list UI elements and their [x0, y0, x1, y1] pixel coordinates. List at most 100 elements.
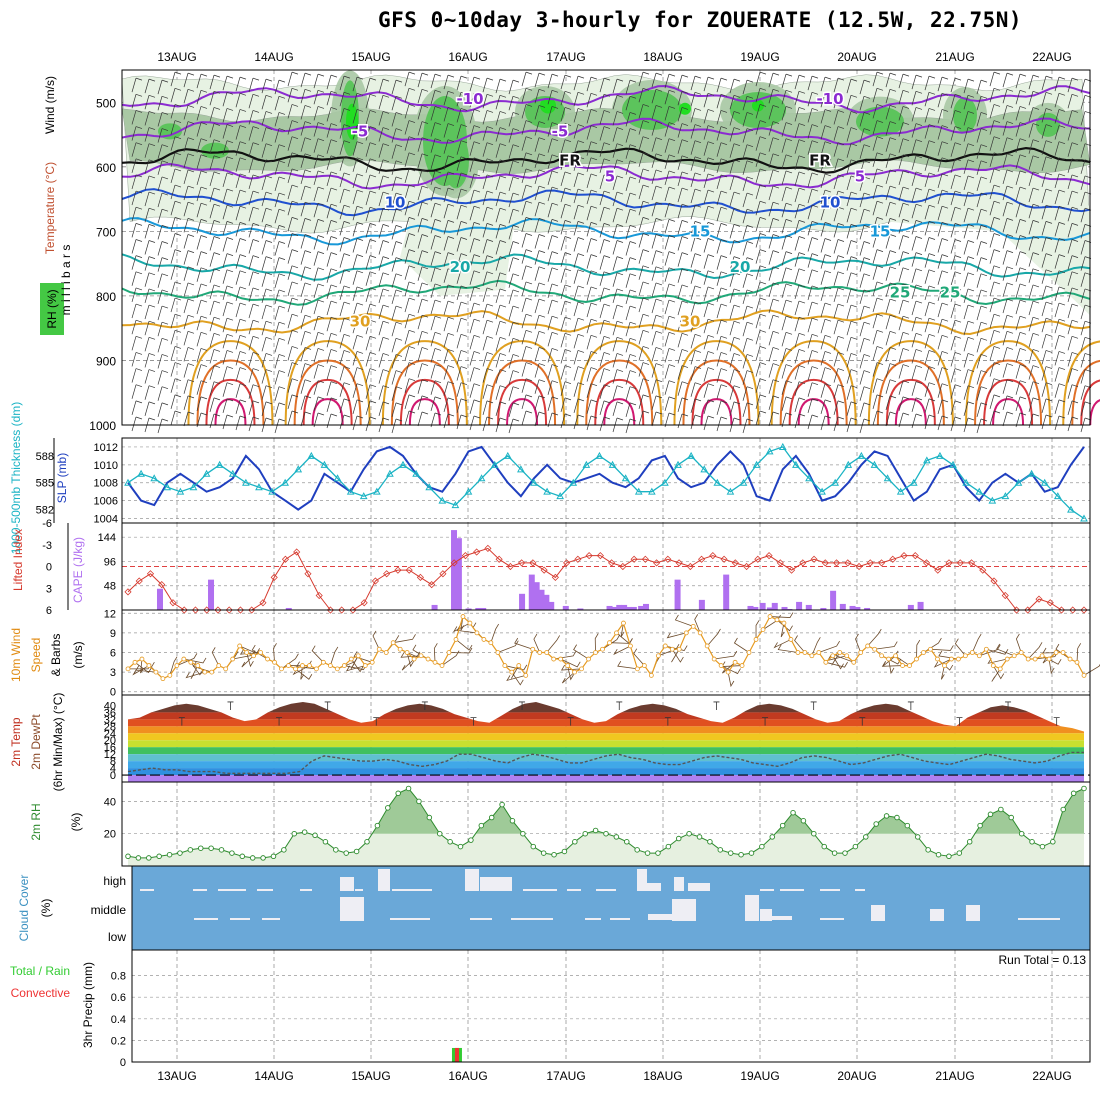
wind-speed-marker	[844, 653, 850, 659]
wind-barb	[599, 174, 611, 190]
wind-barb	[950, 93, 962, 109]
thickness-marker	[936, 451, 944, 459]
wind-barb	[170, 281, 182, 297]
wind-barb	[820, 222, 832, 237]
thickness-marker	[857, 451, 866, 459]
wind-barb	[300, 395, 312, 410]
wind-barb	[1028, 74, 1040, 90]
wind-barb	[742, 160, 754, 175]
wind-barb	[898, 186, 910, 202]
date-label-bottom: 17AUG	[546, 1069, 585, 1083]
wind-barb	[1028, 171, 1040, 187]
wind-speed-marker	[942, 663, 947, 668]
wind-barb	[807, 333, 819, 349]
lifted-index-marker	[473, 548, 481, 556]
wind-barb	[963, 94, 975, 110]
wind-barb	[560, 203, 572, 219]
wind-barb	[196, 186, 208, 202]
wind-barb	[911, 349, 923, 364]
wind-barb	[937, 334, 949, 350]
wind-barb	[547, 315, 559, 331]
wind-speed-marker	[879, 653, 885, 659]
wind-barb	[274, 112, 286, 127]
wind-barb	[404, 168, 416, 184]
wind-speed-marker	[223, 666, 229, 672]
cloud-bar	[698, 883, 710, 891]
wind-barb	[612, 94, 624, 110]
wind-barb	[1041, 414, 1053, 430]
wind-barb	[222, 414, 234, 430]
wind-barb	[898, 138, 910, 153]
wind-barb	[378, 401, 390, 416]
wind-barb	[846, 304, 858, 320]
rh-marker	[281, 847, 287, 853]
wind-barb	[833, 93, 845, 109]
wind-barb	[560, 123, 572, 138]
wind-barb	[911, 171, 923, 187]
wind-barb	[1002, 169, 1014, 185]
wind-barb	[820, 334, 832, 350]
wind-barb	[417, 185, 429, 201]
wind-barb	[456, 172, 468, 188]
cape-bar	[208, 579, 215, 610]
wind-barb	[469, 254, 481, 269]
wind-barb	[963, 78, 975, 94]
rh-max-area	[346, 103, 358, 140]
wind-barb	[781, 170, 793, 186]
thickness-marker	[124, 478, 132, 486]
wind-barb	[781, 138, 793, 153]
low-level-temp-contour	[408, 398, 441, 426]
temp-contour-label: -5	[552, 122, 569, 140]
wind-barb	[794, 284, 806, 300]
wind-barb	[547, 202, 559, 218]
rh-marker	[759, 843, 765, 850]
wind-barb	[326, 397, 338, 412]
wind-speed-marker	[160, 676, 166, 682]
wind-barb	[170, 362, 182, 377]
wind-barb	[170, 249, 182, 264]
wind-barb	[638, 136, 650, 151]
wind-barb-10m	[350, 655, 359, 670]
wind-speed-marker	[132, 659, 138, 665]
wind-barb	[664, 267, 676, 282]
wind-barb	[755, 120, 767, 135]
wind-barb	[612, 336, 624, 352]
wind-barb	[352, 125, 364, 140]
wind-barb	[716, 352, 728, 367]
wind-barb	[963, 127, 975, 142]
wind-barb	[703, 367, 715, 382]
wind-barb	[716, 223, 728, 238]
wind-barb	[352, 92, 364, 108]
wind-barb	[521, 410, 533, 426]
wind-barb	[781, 299, 793, 315]
wind-barb	[885, 137, 897, 152]
date-label-top: 15AUG	[351, 50, 390, 64]
wind-barb	[313, 396, 325, 411]
wind-barb	[196, 89, 208, 105]
cloud-bar	[194, 918, 218, 920]
wind-speed-marker	[837, 650, 843, 655]
low-level-temp-contour	[691, 378, 742, 426]
wind-barb	[534, 314, 546, 330]
wind-barb	[1015, 138, 1027, 153]
wind-speed-marker	[983, 646, 989, 652]
cape-bar	[642, 603, 649, 610]
wind-barb	[755, 136, 767, 151]
wind-barb	[807, 156, 819, 171]
lifted-index-marker	[124, 588, 132, 596]
panel-label-total-rain: Total / Rain	[10, 964, 70, 978]
wind-barb	[677, 397, 689, 412]
wind-barb	[547, 186, 559, 202]
wind-barb	[586, 383, 598, 398]
cape-bar	[533, 582, 540, 610]
wind-barb	[1015, 186, 1027, 202]
wind-barb	[521, 378, 533, 393]
wind-barb	[859, 337, 871, 353]
wind-barb	[937, 318, 949, 334]
wind-speed-marker	[928, 646, 933, 652]
wind-speed-marker	[418, 653, 424, 659]
panel-label-temperature: Temperature (°C)	[43, 162, 57, 254]
wind-speed-marker	[739, 663, 745, 668]
wind-barb	[261, 369, 273, 384]
